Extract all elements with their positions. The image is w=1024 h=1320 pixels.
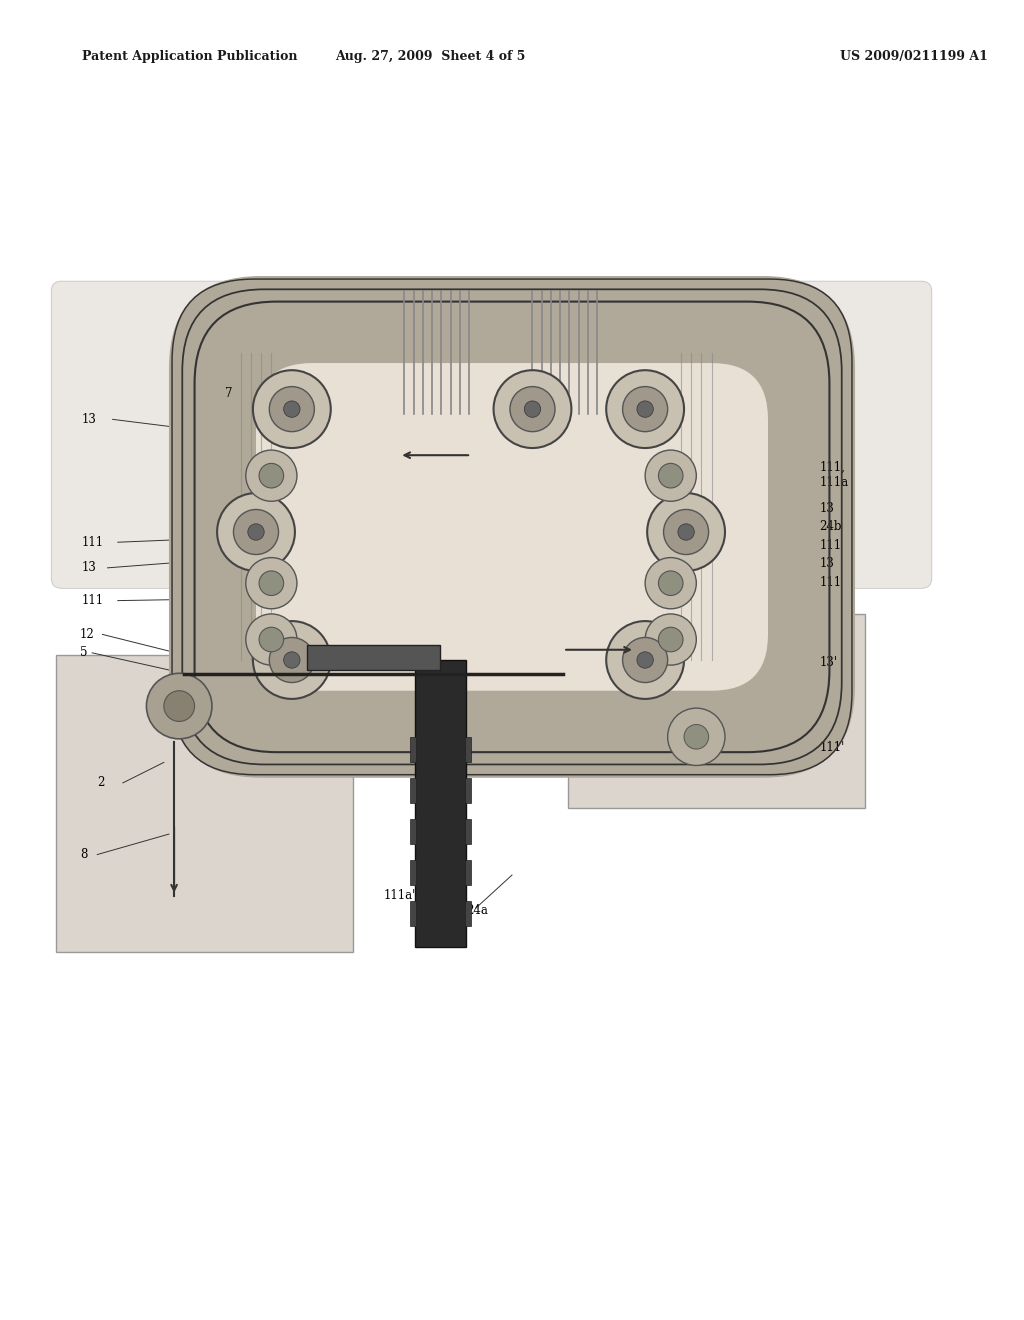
Circle shape bbox=[253, 622, 331, 698]
Circle shape bbox=[664, 510, 709, 554]
Text: Patent Application Publication: Patent Application Publication bbox=[82, 50, 297, 63]
Text: US 2009/0211199 A1: US 2009/0211199 A1 bbox=[840, 50, 987, 63]
Text: 13': 13' bbox=[819, 656, 838, 668]
Circle shape bbox=[510, 387, 555, 432]
Text: 13: 13 bbox=[492, 379, 507, 392]
Circle shape bbox=[269, 638, 314, 682]
Text: 111: 111 bbox=[819, 539, 842, 552]
Text: 111,: 111, bbox=[819, 461, 845, 474]
Text: 7: 7 bbox=[225, 387, 232, 400]
Text: 2: 2 bbox=[471, 585, 478, 598]
Circle shape bbox=[494, 370, 571, 447]
Bar bbox=[410, 777, 416, 804]
Text: 12: 12 bbox=[80, 628, 94, 642]
Text: 5: 5 bbox=[80, 647, 87, 659]
Text: 8: 8 bbox=[80, 847, 87, 861]
Text: 16b: 16b bbox=[353, 618, 376, 631]
Bar bbox=[465, 859, 471, 886]
Circle shape bbox=[645, 557, 696, 609]
Circle shape bbox=[253, 370, 331, 447]
Text: 14: 14 bbox=[415, 585, 430, 598]
Circle shape bbox=[246, 557, 297, 609]
Circle shape bbox=[259, 627, 284, 652]
Text: 10: 10 bbox=[353, 597, 369, 610]
FancyBboxPatch shape bbox=[568, 614, 865, 808]
Text: 2: 2 bbox=[97, 776, 104, 789]
Circle shape bbox=[233, 510, 279, 554]
Text: Fig.2: Fig.2 bbox=[412, 312, 469, 333]
Circle shape bbox=[647, 494, 725, 572]
Circle shape bbox=[146, 673, 212, 739]
Circle shape bbox=[684, 725, 709, 748]
Text: 111a: 111a bbox=[819, 477, 848, 490]
Circle shape bbox=[246, 450, 297, 502]
Circle shape bbox=[658, 572, 683, 595]
Circle shape bbox=[248, 524, 264, 540]
Text: 111': 111' bbox=[819, 741, 845, 754]
FancyBboxPatch shape bbox=[56, 655, 353, 952]
Circle shape bbox=[524, 401, 541, 417]
FancyBboxPatch shape bbox=[266, 374, 758, 681]
Bar bbox=[465, 900, 471, 927]
Circle shape bbox=[269, 387, 314, 432]
Bar bbox=[410, 737, 416, 763]
Circle shape bbox=[606, 622, 684, 698]
Text: 13: 13 bbox=[82, 561, 97, 574]
Text: 24b: 24b bbox=[819, 520, 842, 533]
Circle shape bbox=[645, 614, 696, 665]
Circle shape bbox=[668, 708, 725, 766]
FancyBboxPatch shape bbox=[169, 276, 855, 777]
Bar bbox=[410, 900, 416, 927]
Circle shape bbox=[637, 652, 653, 668]
Bar bbox=[410, 818, 416, 845]
Bar bbox=[465, 777, 471, 804]
Circle shape bbox=[645, 450, 696, 502]
Circle shape bbox=[623, 387, 668, 432]
Bar bbox=[307, 644, 440, 671]
FancyBboxPatch shape bbox=[51, 281, 297, 589]
Text: 13: 13 bbox=[819, 502, 835, 515]
Circle shape bbox=[658, 463, 683, 488]
Bar bbox=[410, 859, 416, 886]
Circle shape bbox=[246, 614, 297, 665]
Bar bbox=[415, 660, 466, 946]
Text: 20: 20 bbox=[430, 367, 445, 380]
Circle shape bbox=[658, 627, 683, 652]
Circle shape bbox=[164, 690, 195, 722]
Text: 111: 111 bbox=[82, 594, 104, 607]
Text: 111a': 111a' bbox=[384, 890, 416, 902]
Text: 111: 111 bbox=[819, 576, 842, 589]
Text: 2: 2 bbox=[307, 585, 314, 598]
Circle shape bbox=[637, 401, 653, 417]
Circle shape bbox=[284, 652, 300, 668]
Circle shape bbox=[606, 370, 684, 447]
Text: 13: 13 bbox=[82, 413, 97, 426]
FancyBboxPatch shape bbox=[686, 281, 932, 589]
Text: Aug. 27, 2009  Sheet 4 of 5: Aug. 27, 2009 Sheet 4 of 5 bbox=[335, 50, 525, 63]
Circle shape bbox=[217, 494, 295, 572]
Circle shape bbox=[259, 463, 284, 488]
Text: 111: 111 bbox=[82, 536, 104, 549]
Circle shape bbox=[284, 401, 300, 417]
Circle shape bbox=[259, 572, 284, 595]
Text: 13: 13 bbox=[819, 557, 835, 570]
Bar bbox=[465, 818, 471, 845]
Text: 111: 111 bbox=[307, 379, 330, 392]
Circle shape bbox=[623, 638, 668, 682]
Bar bbox=[465, 737, 471, 763]
FancyBboxPatch shape bbox=[276, 281, 451, 445]
Text: 24a: 24a bbox=[466, 904, 487, 917]
Circle shape bbox=[678, 524, 694, 540]
FancyBboxPatch shape bbox=[256, 363, 768, 690]
